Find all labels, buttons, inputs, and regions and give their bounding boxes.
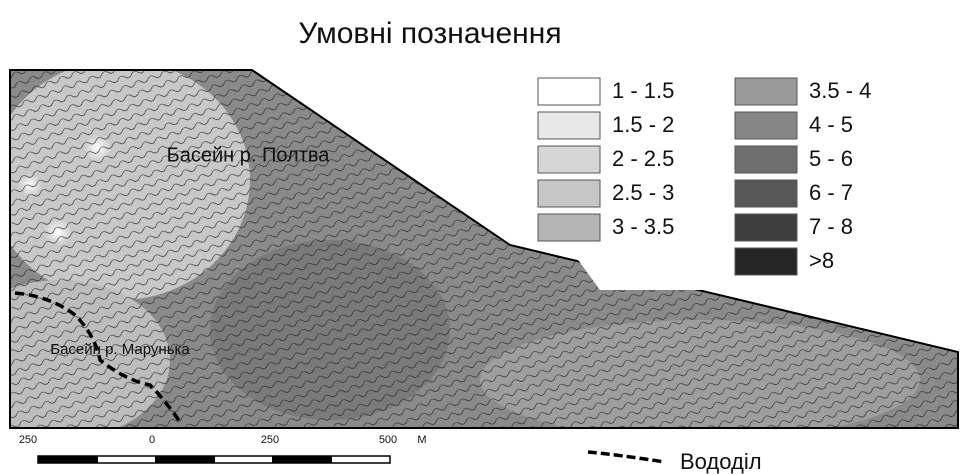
scale-label: 0 [149,434,155,446]
scale-label: 500 [379,434,397,446]
watershed-legend-line [588,452,665,462]
legend-label: >8 [809,248,834,273]
legend-swatch [735,248,797,275]
legend-label: 2 - 2.5 [612,146,674,171]
basin-label: Басейн р. Полтва [167,144,331,166]
legend-label: 4 - 5 [809,112,853,137]
legend-label: 1.5 - 2 [612,112,674,137]
legend-label: 3 - 3.5 [612,214,674,239]
legend-title: Умовні позначення [298,17,561,50]
scale-label: 250 [19,434,37,446]
legend-swatch [538,112,600,139]
legend-swatch [538,146,600,173]
scale-bar [38,456,390,463]
legend-swatch [538,180,600,207]
legend-swatch [538,214,600,241]
legend-swatch [735,214,797,241]
basin-label: Басейн р. Марунька [50,341,190,358]
scale-label: 250 [261,434,279,446]
legend-label: 3.5 - 4 [809,78,871,103]
legend-swatch [735,146,797,173]
map-page: Умовні позначення Басейн р. Полтва Басей… [0,0,961,474]
legend-swatch [735,78,797,105]
legend-label: 1 - 1.5 [612,78,674,103]
legend-swatch [735,112,797,139]
legend-label: 5 - 6 [809,146,853,171]
legend-label: 6 - 7 [809,180,853,205]
legend-swatch [735,180,797,207]
scale-unit: М [417,434,426,446]
legend-swatch [538,78,600,105]
legend-label: 2.5 - 3 [612,180,674,205]
watershed-label: Вододіл [680,449,762,474]
legend-label: 7 - 8 [809,214,853,239]
